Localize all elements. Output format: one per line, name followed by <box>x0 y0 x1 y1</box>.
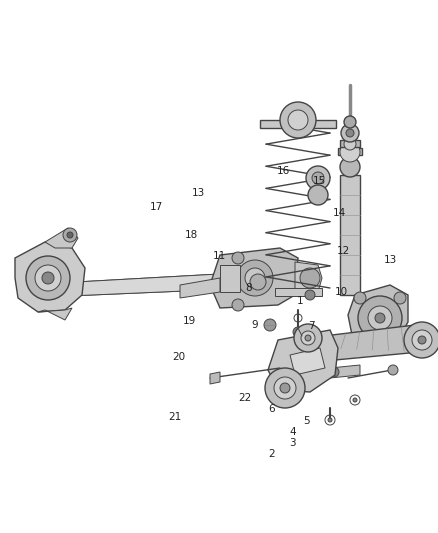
Circle shape <box>328 418 332 422</box>
Circle shape <box>358 296 402 340</box>
Text: 7: 7 <box>307 321 314 331</box>
Text: 14: 14 <box>333 208 346 218</box>
Text: 1: 1 <box>297 296 304 306</box>
Circle shape <box>340 157 360 177</box>
Circle shape <box>245 268 265 288</box>
Circle shape <box>305 290 315 300</box>
Circle shape <box>280 102 316 138</box>
Circle shape <box>388 365 398 375</box>
Text: 12: 12 <box>337 246 350 255</box>
Circle shape <box>404 322 438 358</box>
Circle shape <box>265 368 305 408</box>
Circle shape <box>341 124 359 142</box>
Circle shape <box>368 306 392 330</box>
Circle shape <box>35 265 61 291</box>
Polygon shape <box>210 372 220 384</box>
Text: 5: 5 <box>303 416 310 426</box>
Text: 4: 4 <box>289 427 296 437</box>
Polygon shape <box>210 248 298 308</box>
Text: 17: 17 <box>150 202 163 212</box>
Circle shape <box>394 292 406 304</box>
Circle shape <box>354 292 366 304</box>
Polygon shape <box>295 262 322 295</box>
Text: 2: 2 <box>268 449 275 459</box>
Circle shape <box>340 142 360 162</box>
Text: 8: 8 <box>245 283 252 293</box>
Polygon shape <box>340 140 360 147</box>
Circle shape <box>353 398 357 402</box>
Text: 18: 18 <box>185 230 198 239</box>
Polygon shape <box>22 272 255 298</box>
Circle shape <box>375 313 385 323</box>
Circle shape <box>264 319 276 331</box>
Circle shape <box>306 166 330 190</box>
Text: 22: 22 <box>238 393 251 402</box>
Circle shape <box>344 138 356 150</box>
Polygon shape <box>45 228 78 248</box>
Polygon shape <box>268 330 338 392</box>
Text: 9: 9 <box>251 320 258 330</box>
Text: 19: 19 <box>183 316 196 326</box>
Circle shape <box>346 129 354 137</box>
Polygon shape <box>325 325 425 360</box>
Text: 16: 16 <box>277 166 290 175</box>
Text: 10: 10 <box>335 287 348 297</box>
Text: 15: 15 <box>313 176 326 186</box>
Circle shape <box>232 299 244 311</box>
Polygon shape <box>290 348 325 375</box>
Circle shape <box>418 336 426 344</box>
Circle shape <box>288 110 308 130</box>
Polygon shape <box>15 242 85 312</box>
Circle shape <box>42 272 54 284</box>
Text: 11: 11 <box>213 251 226 261</box>
Text: 6: 6 <box>268 405 275 414</box>
Circle shape <box>329 367 339 377</box>
Circle shape <box>237 260 273 296</box>
Text: 13: 13 <box>384 255 397 265</box>
Text: 13: 13 <box>192 188 205 198</box>
Polygon shape <box>340 175 360 295</box>
Circle shape <box>301 331 315 345</box>
Polygon shape <box>338 148 362 155</box>
Circle shape <box>294 324 322 352</box>
Circle shape <box>250 274 266 290</box>
Circle shape <box>344 116 356 128</box>
Polygon shape <box>348 285 408 348</box>
Circle shape <box>280 383 290 393</box>
Polygon shape <box>180 278 220 298</box>
Polygon shape <box>275 288 322 296</box>
Text: 20: 20 <box>172 352 185 362</box>
Polygon shape <box>220 265 240 292</box>
Circle shape <box>412 330 432 350</box>
Polygon shape <box>330 365 360 378</box>
Circle shape <box>274 377 296 399</box>
Circle shape <box>26 256 70 300</box>
Circle shape <box>308 185 328 205</box>
Circle shape <box>67 232 73 238</box>
Circle shape <box>232 252 244 264</box>
Polygon shape <box>260 120 336 128</box>
Circle shape <box>312 172 324 184</box>
Circle shape <box>293 327 303 337</box>
Text: 21: 21 <box>169 412 182 422</box>
Circle shape <box>63 228 77 242</box>
Circle shape <box>300 268 320 288</box>
Text: 3: 3 <box>289 439 296 448</box>
Circle shape <box>305 335 311 341</box>
Polygon shape <box>38 308 72 320</box>
